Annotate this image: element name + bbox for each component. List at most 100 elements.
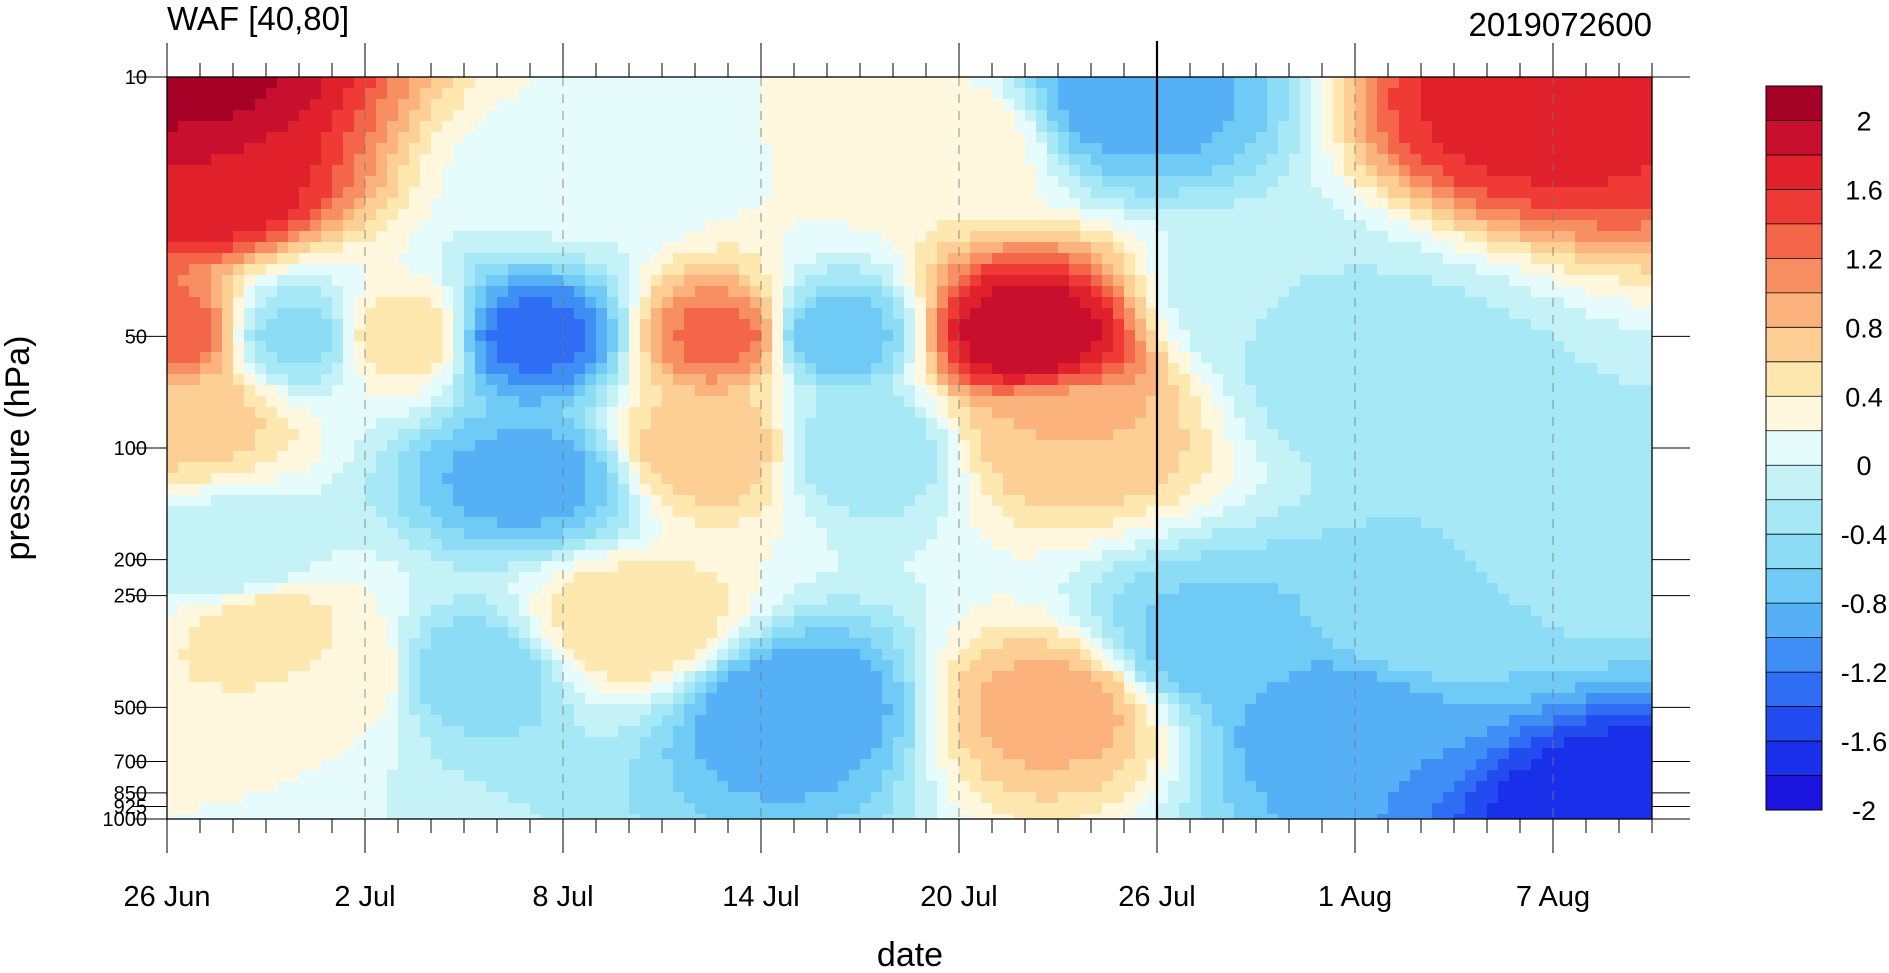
field-cell-2166 [233,253,245,265]
field-cell-1626 [233,209,245,221]
field-cell-1340 [1542,176,1554,188]
field-cell-4727 [189,462,201,474]
field-cell-4788 [860,462,872,474]
field-cell-391 [1498,99,1510,111]
field-cell-4463 [255,440,267,452]
field-cell-1264 [706,176,718,188]
field-cell-190 [772,88,784,100]
field-cell-3063 [1190,319,1202,331]
field-cell-2241 [1058,253,1070,265]
field-cell-4615 [442,451,454,463]
field-cell-3529 [376,363,388,375]
field-cell-1395 [662,187,674,199]
field-cell-3051 [1058,319,1070,331]
field-cell-4122 [959,407,971,419]
field-cell-3844 [871,385,883,397]
field-cell-3462 [1124,352,1136,364]
field-cell-60 [827,77,839,89]
field-cell-214 [1036,88,1048,100]
field-cell-580 [607,121,619,133]
field-cell-4340 [387,429,399,441]
field-cell-1920 [497,231,509,243]
field-cell-2033 [255,242,267,254]
field-cell-2718 [365,297,377,309]
field-cell-102 [1289,77,1301,89]
field-cell-3216 [1388,330,1400,342]
field-cell-86 [1113,77,1125,89]
field-cell-4145 [1212,407,1224,419]
field-cell-2870 [552,308,564,320]
field-cell-4132 [1069,407,1081,419]
field-cell-3601 [1168,363,1180,375]
field-cell-1115 [552,165,564,177]
field-cell-368 [1245,99,1257,111]
field-cell-1402 [739,187,751,199]
field-cell-4108 [805,407,817,419]
field-cell-2458 [475,275,487,287]
field-cell-2379 [1091,264,1103,276]
field-cell-1202 [1509,165,1521,177]
field-cell-939 [1586,143,1598,155]
field-cell-777 [1289,132,1301,144]
field-cell-896 [1113,143,1125,155]
field-cell-500 [1212,110,1224,122]
field-cell-1408 [805,187,817,199]
field-cell-186 [728,88,740,100]
field-cell-1101 [398,165,410,177]
field-cell-3085 [1432,319,1444,331]
field-cell-3579 [926,363,938,375]
field-cell-3972 [794,396,806,408]
field-cell-2632 [904,286,916,298]
field-cell-3578 [915,363,927,375]
field-cell-4400 [1047,429,1059,441]
field-cell-4263 [1025,418,1037,430]
field-cell-4375 [772,429,784,441]
field-cell-4115 [882,407,894,419]
field-cell-3290 [717,341,729,353]
field-cell-1480 [1597,187,1609,199]
field-cell-462 [794,110,806,122]
field-cell-1397 [684,187,696,199]
field-cell-4316 [1608,418,1620,430]
field-cell-2087 [849,242,861,254]
field-cell-4231 [673,418,685,430]
field-cell-884 [981,143,993,155]
field-cell-3771 [1553,374,1565,386]
field-cell-2100 [992,242,1004,254]
field-cell-4639 [706,451,718,463]
field-cell-4365 [662,429,674,441]
field-cell-2797 [1234,297,1246,309]
field-cell-4840 [1432,462,1444,474]
field-cell-877 [904,143,916,155]
field-cell-967 [409,154,421,166]
field-cell-2305 [277,264,289,276]
field-cell-2910 [992,308,1004,320]
field-cell-2089 [871,242,883,254]
field-cell-2444 [321,275,333,287]
field-cell-4161 [1388,407,1400,419]
field-cell-2269 [1366,253,1378,265]
field-cell-2429 [1641,264,1652,276]
field-cell-2603 [585,286,597,298]
field-cell-2484 [761,275,773,287]
field-cell-2121 [1223,242,1235,254]
field-cell-3037 [904,319,916,331]
field-cell-3402 [464,352,476,364]
field-cell-1931 [618,231,630,243]
field-cell-2350 [772,264,784,276]
field-cell-4640 [717,451,729,463]
field-cell-2894 [816,308,828,320]
field-cell-2495 [882,275,894,287]
field-cell-2491 [838,275,850,287]
field-cell-934 [1531,143,1543,155]
field-cell-2349 [761,264,773,276]
field-cell-2480 [717,275,729,287]
field-cell-947 [189,154,201,166]
field-cell-125 [1542,77,1554,89]
field-cell-4919 [816,473,828,485]
field-cell-452 [684,110,696,122]
field-cell-644 [1311,121,1323,133]
field-cell-2984 [321,319,333,331]
field-cell-4376 [783,429,795,441]
field-cell-945 [167,154,179,166]
